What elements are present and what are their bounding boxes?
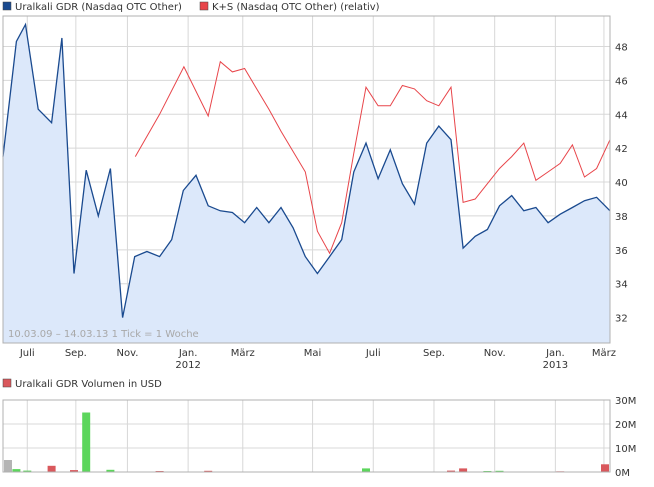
x-tick-label: Jan. [178, 348, 198, 359]
legend-swatch-ks [199, 1, 209, 11]
volume-y-tick-label: 0M [615, 468, 630, 479]
volume-bar [601, 464, 609, 472]
legend-label-uralkali: Uralkali GDR (Nasdaq OTC Other) [15, 2, 182, 13]
volume-y-axis: 0M 10M 20M 30M [615, 396, 636, 479]
main-y-axis: 32 34 36 38 40 42 44 46 48 [615, 42, 628, 324]
y-tick-label: 42 [615, 144, 628, 155]
volume-legend: Uralkali GDR Volumen in USD [2, 378, 162, 390]
time-range-watermark: 10.03.09 – 14.03.13 1 Tick = 1 Woche [8, 329, 199, 340]
volume-bar [495, 470, 504, 472]
y-tick-label: 32 [615, 314, 628, 325]
legend-swatch-uralkali [2, 1, 12, 11]
volume-bar [47, 465, 56, 472]
x-tick-label: Sep. [65, 348, 87, 359]
y-tick-label: 36 [615, 246, 628, 257]
x-tick-label: Nov. [116, 348, 138, 359]
x-tick-label: Sep. [423, 348, 445, 359]
volume-bar [4, 460, 12, 472]
x-tick-label: März [592, 348, 616, 359]
volume-bar [204, 470, 213, 472]
x-tick-label: Mai [304, 348, 322, 359]
volume-bar [12, 469, 21, 472]
y-tick-label: 48 [615, 42, 628, 53]
x-tick-label: Juli [365, 348, 381, 359]
volume-bar [447, 470, 455, 472]
y-tick-label: 40 [615, 178, 628, 189]
x-tick-label: März [231, 348, 255, 359]
legend-label-ks: K+S (Nasdaq OTC Other) (relativ) [212, 2, 380, 13]
legend-swatch-volume [2, 378, 12, 388]
ks-series-line [134, 60, 611, 255]
volume-bars [4, 412, 609, 472]
uralkali-series-line [2, 22, 611, 318]
volume-y-tick-label: 30M [615, 396, 636, 407]
uralkali-area-fill [3, 24, 610, 343]
main-legend: Uralkali GDR (Nasdaq OTC Other) K+S (Nas… [2, 1, 380, 13]
y-tick-label: 38 [615, 212, 628, 223]
volume-plot-frame [2, 399, 611, 473]
x-tick-label: Jan. [545, 348, 565, 359]
y-tick-label: 46 [615, 76, 628, 87]
volume-bar [70, 470, 78, 472]
volume-bar [362, 468, 370, 472]
x-tick-label: Nov. [484, 348, 506, 359]
main-plot-frame [2, 15, 611, 344]
volume-bar [23, 470, 32, 472]
x-tick-label: Juli [19, 348, 35, 359]
volume-y-tick-label: 20M [615, 420, 636, 431]
legend-label-volume: Uralkali GDR Volumen in USD [15, 379, 162, 390]
volume-y-tick-label: 10M [615, 444, 636, 455]
y-tick-label: 34 [615, 280, 628, 291]
x-tick-year-label: 2012 [175, 360, 200, 371]
volume-bar [106, 469, 115, 472]
volume-bar [82, 412, 91, 472]
y-tick-label: 44 [615, 110, 628, 121]
x-tick-year-label: 2013 [543, 360, 568, 371]
volume-bar [459, 468, 468, 472]
